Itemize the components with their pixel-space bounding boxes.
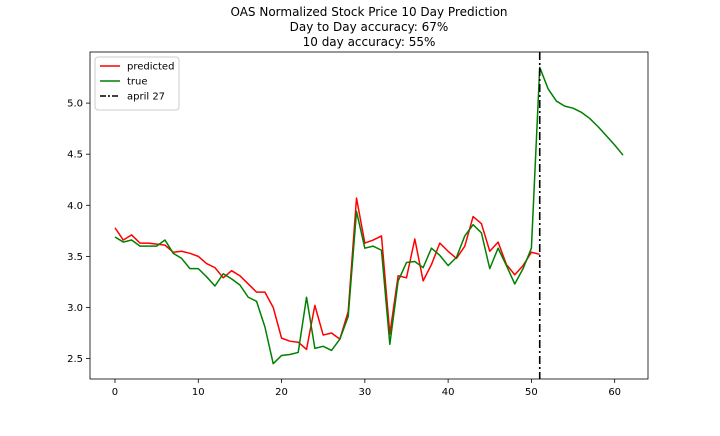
series-line-true bbox=[114, 66, 624, 365]
series-layer bbox=[114, 52, 624, 379]
legend: predicted true april 27 bbox=[94, 56, 180, 111]
y-tick-label: 4.5 bbox=[67, 150, 83, 161]
y-tick-label: 3.0 bbox=[67, 303, 83, 314]
legend-label: predicted bbox=[127, 62, 174, 73]
x-tick-label: 50 bbox=[525, 387, 538, 398]
x-tick-label: 60 bbox=[608, 387, 621, 398]
y-tick-label: 2.5 bbox=[67, 354, 83, 365]
chart-title-line-3: 10 day accuracy: 55% bbox=[303, 35, 436, 49]
x-tick-label: 20 bbox=[275, 387, 288, 398]
chart-title: OAS Normalized Stock Price 10 Day Predic… bbox=[230, 5, 507, 49]
plot-frame bbox=[89, 51, 649, 380]
x-tick-label: 0 bbox=[112, 387, 118, 398]
x-tick-label: 40 bbox=[442, 387, 455, 398]
y-tick-label: 3.5 bbox=[67, 252, 83, 263]
chart-title-line-1: OAS Normalized Stock Price 10 Day Predic… bbox=[230, 5, 507, 19]
x-tick-label: 30 bbox=[358, 387, 371, 398]
series-line-predicted bbox=[114, 197, 540, 351]
x-tick-label: 10 bbox=[192, 387, 205, 398]
x-axis: 0 10 20 30 40 50 60 bbox=[112, 379, 621, 398]
legend-label: april 27 bbox=[127, 92, 165, 103]
y-tick-label: 4.0 bbox=[67, 201, 83, 212]
y-axis: 2.5 3.0 3.5 4.0 4.5 5.0 bbox=[67, 99, 90, 365]
chart-title-line-2: Day to Day accuracy: 67% bbox=[290, 20, 449, 34]
legend-label: true bbox=[127, 77, 148, 88]
y-tick-label: 5.0 bbox=[67, 99, 83, 110]
